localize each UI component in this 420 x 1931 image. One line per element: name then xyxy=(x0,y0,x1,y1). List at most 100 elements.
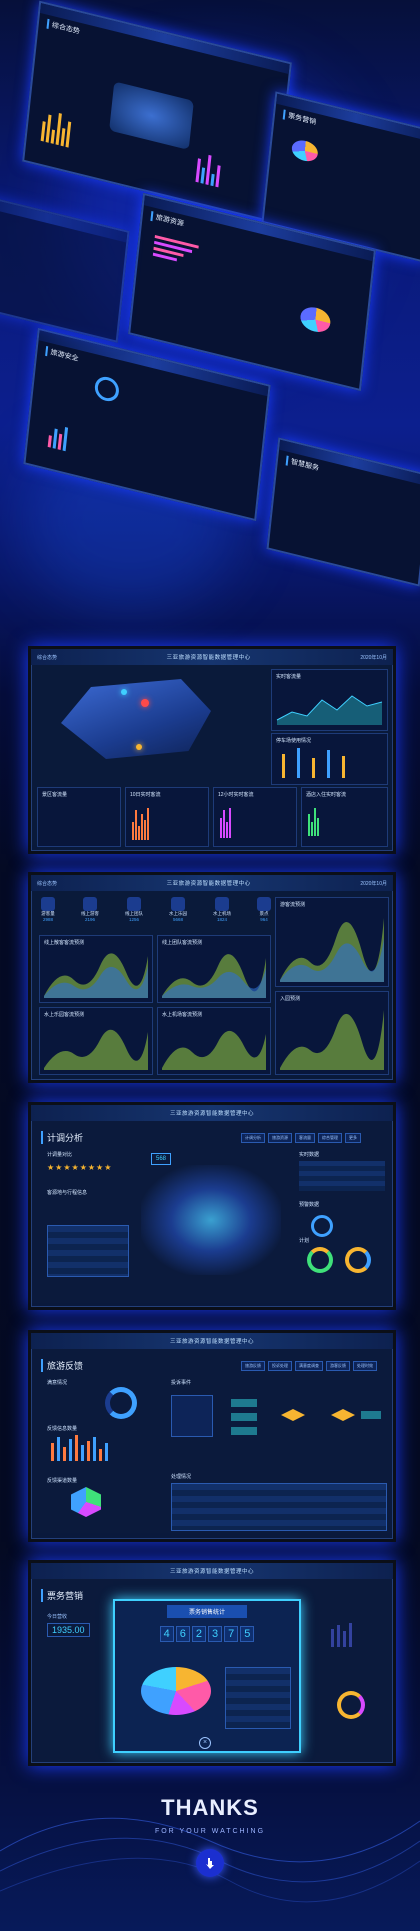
screen-5[interactable]: 三亚旅游资源智能数据管理中心 票务营销 今日营收 1935.00 票务销售统计 … xyxy=(28,1560,396,1766)
stats-row: 游客量 2988 线上游客 2196 线上团队 1256 水上乐园 5668 水上机场 1… xyxy=(41,897,271,922)
c2-title: 反馈信息数量 xyxy=(47,1426,78,1432)
card-a: 景区客流量 xyxy=(37,787,121,847)
chart-c6: 入园预测 xyxy=(275,991,389,1075)
stat-label: 线上团队 xyxy=(125,911,143,916)
screen-3-tabs: 计调分析 旅游资源 客流量 综合管理 更多 xyxy=(241,1133,361,1143)
stat-item: 线上游客 2196 xyxy=(81,897,99,922)
satisfaction-donut xyxy=(105,1387,137,1419)
topbar-center-2: 三亚旅游资源智能数据管理中心 xyxy=(166,881,251,887)
card-traffic: 实时客流量 xyxy=(271,669,388,731)
screen-1[interactable]: 综合态势 三亚旅游资源智能数据管理中心 2020年10月 实时客流量 停车场使用… xyxy=(28,646,396,854)
city-3d xyxy=(141,1165,281,1275)
topbar-center-1: 三亚旅游资源智能数据管理中心 xyxy=(166,655,251,661)
card-parking-title: 停车场使用情况 xyxy=(276,738,312,744)
map-marker-2[interactable] xyxy=(121,689,127,695)
counter-box: 568 xyxy=(151,1153,172,1165)
tab-5[interactable]: 处理时效 xyxy=(353,1361,377,1371)
screen-2[interactable]: 综合态势 三亚旅游资源智能数据管理中心 2020年10月 游客量 2988 线上游客 2… xyxy=(28,872,396,1083)
bg-bars xyxy=(331,1623,352,1647)
chart-c6-title: 入园预测 xyxy=(280,996,301,1002)
left-stat-label: 今日营收 xyxy=(47,1614,68,1620)
collage-map-1 xyxy=(109,81,194,150)
stat-label: 景点 xyxy=(259,911,269,916)
stat-value: 2988 xyxy=(42,917,53,922)
thanks-title: THANKS xyxy=(161,1795,259,1820)
collage-bars-1b xyxy=(195,152,221,188)
stat-value: 2196 xyxy=(84,917,95,922)
stat-value: 1256 xyxy=(128,917,139,922)
tab-3[interactable]: 客流量 xyxy=(295,1133,315,1143)
chart-c5-title: 游客流预测 xyxy=(280,902,306,908)
card-c-bars xyxy=(220,808,231,838)
left-section-1: 计调量对比 xyxy=(47,1152,73,1158)
stat-value: 1824 xyxy=(216,917,227,922)
parking-bars xyxy=(282,748,345,778)
stat-value: 964 xyxy=(260,917,268,922)
tab-2[interactable]: 旅游资源 xyxy=(268,1133,292,1143)
stat-item: 水上机场 1824 xyxy=(213,897,231,922)
chart-c4-title: 水上机场客流预测 xyxy=(162,1012,203,1018)
tab-4[interactable]: 综合管理 xyxy=(318,1133,342,1143)
collage-donut-4 xyxy=(93,374,121,404)
card-b: 10日实时客流 xyxy=(125,787,209,847)
chart-c4: 水上机场客流预测 xyxy=(157,1007,271,1075)
tab-3[interactable]: 满意度调查 xyxy=(295,1361,323,1371)
c5-title: 处理情况 xyxy=(171,1474,192,1480)
digit: 5 xyxy=(240,1626,255,1642)
data-table xyxy=(47,1225,129,1277)
thanks-subtitle: FOR YOUR WATCHING xyxy=(154,1828,266,1835)
c1-title: 满意情况 xyxy=(47,1380,68,1386)
collage-screen-5[interactable]: 智慧服务 xyxy=(266,437,420,587)
topbar-center-5: 三亚旅游资源智能数据管理中心 xyxy=(169,1569,254,1575)
topbar-center-4: 三亚旅游资源智能数据管理中心 xyxy=(169,1339,254,1345)
stat-item: 游客量 2988 xyxy=(41,897,55,922)
topbar-1: 综合态势 三亚旅游资源智能数据管理中心 2020年10月 xyxy=(31,649,393,665)
digit: 3 xyxy=(208,1626,223,1642)
popup-title: 票务销售统计 xyxy=(167,1605,247,1618)
stat-label: 水上机场 xyxy=(213,911,231,916)
topbar-4: 三亚旅游资源智能数据管理中心 xyxy=(31,1333,393,1349)
screen-5-title: 票务营销 xyxy=(41,1589,83,1602)
screen-4-title: 旅游反馈 xyxy=(41,1359,83,1372)
screen-4[interactable]: 三亚旅游资源智能数据管理中心 旅游反馈 旅游反馈 投诉处理 满意度调查 游客反馈… xyxy=(28,1330,396,1542)
popup-modal[interactable]: 票务销售统计 4 6 2 3 7 5 × xyxy=(113,1599,301,1753)
right-section-3: 计划 xyxy=(299,1238,310,1244)
card-d-bars xyxy=(308,808,319,836)
topbar-left-1[interactable]: 综合态势 xyxy=(37,654,58,661)
card-c-title: 12小时实时客流 xyxy=(218,792,254,798)
topbar-5: 三亚旅游资源智能数据管理中心 xyxy=(31,1563,393,1579)
map-marker-3[interactable] xyxy=(136,744,142,750)
screen-4-tabs: 旅游反馈 投诉处理 满意度调查 游客反馈 处理时效 xyxy=(241,1361,377,1371)
feedback-bars xyxy=(51,1435,108,1461)
card-a-title: 景区客流量 xyxy=(42,792,68,798)
chart-c2-title: 线上团队客流预测 xyxy=(162,940,203,946)
tab-1[interactable]: 旅游反馈 xyxy=(241,1361,265,1371)
card-b-title: 10日实时客流 xyxy=(130,792,161,798)
stat-value: 5668 xyxy=(172,917,183,922)
topbar-left-2[interactable]: 综合态势 xyxy=(37,880,58,887)
process-table xyxy=(171,1483,387,1531)
counter-digits: 4 6 2 3 7 5 xyxy=(115,1626,299,1642)
screen-3[interactable]: 三亚旅游资源智能数据管理中心 计调分析 计调分析 旅游资源 客流量 综合管理 更… xyxy=(28,1102,396,1310)
topbar-3: 三亚旅游资源智能数据管理中心 xyxy=(31,1105,393,1121)
map-marker-1[interactable] xyxy=(141,699,149,707)
stat-item: 线上团队 1256 xyxy=(125,897,143,922)
card-parking: 停车场使用情况 xyxy=(271,733,388,785)
tab-2[interactable]: 投诉处理 xyxy=(268,1361,292,1371)
chart-c5: 游客流预测 xyxy=(275,897,389,987)
pointer-icon[interactable] xyxy=(196,1849,224,1877)
donut-2 xyxy=(307,1247,333,1273)
close-icon[interactable]: × xyxy=(199,1737,211,1749)
tab-1[interactable]: 计调分析 xyxy=(241,1133,265,1143)
chart-c2: 线上团队客流预测 xyxy=(157,935,271,1003)
digit: 7 xyxy=(224,1626,239,1642)
topbar-center-3: 三亚旅游资源智能数据管理中心 xyxy=(169,1111,254,1117)
stat-item: 景点 964 xyxy=(257,897,271,922)
tab-5[interactable]: 更多 xyxy=(345,1133,361,1143)
topbar-right-2: 2020年10月 xyxy=(360,880,387,887)
tab-4[interactable]: 游客反馈 xyxy=(326,1361,350,1371)
chart-c1: 线上散客客流预测 xyxy=(39,935,153,1003)
popup-pie xyxy=(141,1667,211,1715)
flow-diagram xyxy=(171,1389,385,1469)
top-collage: 综合态势 票务营销 旅游资源 旅游安全 智慧服务 xyxy=(0,0,420,620)
